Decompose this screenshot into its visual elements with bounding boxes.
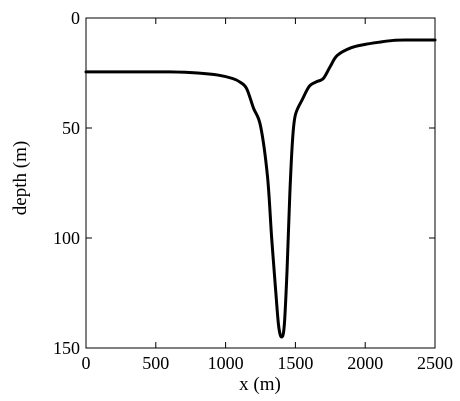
x-tick-label: 2500 (417, 353, 453, 373)
x-tick-label: 1000 (208, 353, 244, 373)
plot-frame (85, 17, 436, 349)
x-tick-label: 500 (142, 353, 169, 373)
x-tick-label: 1500 (277, 353, 313, 373)
tick-labels: 0 500 1000 1500 2000 2500 0 50 100 150 (53, 8, 453, 373)
y-axis-label: depth (m) (10, 141, 31, 215)
x-tick-label: 2000 (347, 353, 383, 373)
y-tick-label: 50 (62, 118, 80, 138)
y-tick-label: 0 (71, 8, 80, 28)
x-tick-label: 0 (82, 353, 91, 373)
y-tick-label: 150 (53, 338, 80, 358)
tick-marks (85, 17, 436, 349)
depth-series-line (84, 38, 437, 339)
y-tick-label: 100 (53, 228, 80, 248)
x-axis-label: x (m) (239, 374, 281, 395)
